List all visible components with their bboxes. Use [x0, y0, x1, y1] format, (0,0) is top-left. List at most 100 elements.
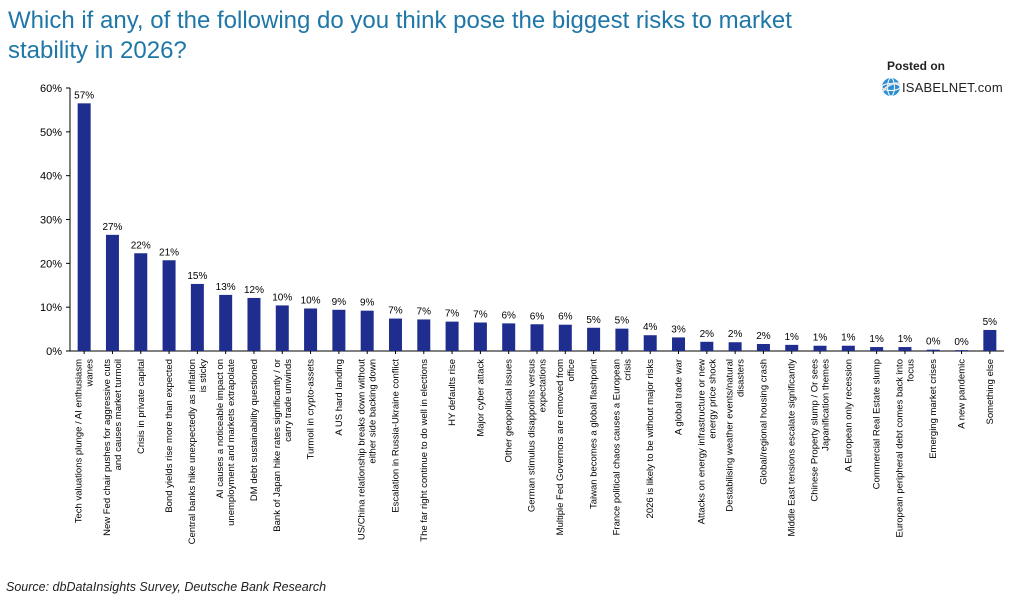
bar-data-label: 7%	[417, 306, 432, 317]
x-category-label: Other geopolitical issues	[504, 359, 515, 463]
x-category-label: HY defaults rise	[447, 359, 458, 426]
bar-data-label: 6%	[558, 312, 573, 323]
bar	[898, 347, 912, 351]
bar-data-label: 1%	[785, 332, 800, 343]
bar	[360, 310, 374, 351]
x-category-label: Tech valuations plunge / AI enthusiasmwa…	[74, 359, 96, 523]
bar	[417, 319, 431, 351]
bar	[162, 260, 176, 351]
bar-data-label: 22%	[131, 240, 151, 251]
x-category-label: German stimulus disappoints versusexpect…	[527, 359, 549, 512]
bar-data-label: 5%	[586, 315, 601, 326]
y-tick-label: 10%	[40, 302, 62, 314]
bar	[134, 253, 148, 351]
bar-data-label: 6%	[530, 311, 545, 322]
bar-data-label: 1%	[869, 334, 884, 345]
bar	[643, 335, 657, 351]
bar	[558, 324, 572, 351]
bar	[77, 103, 91, 351]
x-category-label: Turmoil in crypto-assets	[306, 359, 317, 460]
bar-data-label: 13%	[216, 282, 236, 293]
bar	[247, 297, 261, 351]
bar-data-label: 7%	[388, 306, 403, 317]
bar-data-label: 3%	[671, 324, 686, 335]
x-category-label: Central banks hike unexpectedly as infla…	[187, 359, 209, 545]
x-category-label: Commercial Real Estate slump	[872, 359, 883, 489]
brand-name: ISABELNET.com	[902, 79, 1003, 95]
bar	[813, 345, 827, 351]
x-category-label: Escalation in Russia-Ukraine conflict	[390, 359, 401, 513]
bar	[275, 305, 289, 351]
bar-data-label: 5%	[615, 316, 630, 327]
x-category-label: Bond yields rise more than expected	[164, 359, 175, 513]
bar	[587, 327, 601, 351]
bar	[841, 345, 855, 351]
x-category-label: Something else	[985, 359, 996, 424]
x-category-label: Destabilising weather events/naturaldisa…	[725, 359, 747, 512]
x-category-label: Chinese Property slump / Or seesJapanifi…	[810, 359, 832, 502]
y-tick-label: 0%	[46, 346, 62, 358]
bar	[502, 323, 516, 351]
posted-on-label: Posted on	[887, 59, 946, 73]
bar	[785, 344, 799, 351]
chart-title: Which if any, of the following do you th…	[8, 7, 792, 64]
bar	[530, 324, 544, 351]
x-category-label: A global trade war	[674, 359, 685, 435]
y-tick-label: 50%	[40, 127, 62, 139]
bar-data-label: 2%	[756, 331, 771, 342]
x-category-label: A new pandemic	[957, 359, 968, 429]
bar	[445, 321, 459, 351]
bar	[728, 342, 742, 351]
x-category-label: Bank of Japan hike rates significantly /…	[272, 359, 294, 532]
bar	[700, 341, 714, 351]
x-category-label: DM debt sustainability questioned	[249, 359, 260, 501]
bar-data-label: 57%	[74, 90, 94, 101]
bar	[388, 318, 402, 351]
y-tick-label: 20%	[40, 258, 62, 270]
bar	[473, 322, 487, 351]
bar-data-label: 27%	[102, 222, 122, 233]
x-category-label: Multiple Fed Governors are removed fromo…	[555, 359, 577, 535]
bar-data-label: 6%	[501, 310, 516, 321]
bar	[190, 283, 204, 351]
bar-data-label: 0%	[954, 337, 969, 348]
y-tick-label: 60%	[40, 83, 62, 95]
bar-data-label: 10%	[272, 292, 292, 303]
x-category-label: European peripheral debt comes back into…	[894, 359, 916, 538]
bar-data-label: 0%	[926, 337, 941, 348]
x-category-label: US/China relationship breaks down withou…	[357, 359, 379, 540]
bar	[983, 329, 997, 351]
x-category-label: A US hard landing	[334, 359, 345, 436]
source-note: Source: dbDataInsights Survey, Deutsche …	[6, 580, 327, 594]
bar	[219, 294, 233, 351]
x-category-label: Global/regional housing crash	[758, 359, 769, 485]
bar	[672, 337, 686, 351]
bar-data-label: 1%	[813, 333, 828, 344]
bar-data-label: 9%	[332, 297, 347, 308]
x-category-label: New Fed chair pushes for aggressive cuts…	[102, 359, 124, 536]
bar-data-label: 12%	[244, 285, 264, 296]
bar-data-label: 1%	[898, 334, 913, 345]
x-category-label: Crisis in private capital	[136, 359, 147, 454]
y-tick-label: 30%	[40, 215, 62, 227]
bar-data-label: 7%	[445, 309, 460, 320]
bar-data-label: 15%	[187, 271, 207, 282]
globe-icon	[881, 77, 901, 97]
bar-data-label: 2%	[700, 329, 715, 340]
bar	[615, 328, 629, 351]
x-category-label: Middle East tensions escalate significan…	[787, 359, 798, 537]
x-category-label: 2026 is likely to be without major risks	[645, 359, 656, 519]
bar	[304, 308, 318, 351]
x-category-label: Attacks on energy infrastructure or newe…	[696, 359, 718, 525]
bar	[955, 350, 969, 351]
bar	[870, 347, 884, 351]
x-category-label: Taiwan becomes a global flashpoint	[589, 359, 600, 509]
bar	[926, 349, 940, 351]
bar-data-label: 9%	[360, 298, 375, 309]
bar	[105, 234, 119, 351]
x-category-label: AI causes a noticeable impact onunemploy…	[215, 359, 237, 526]
bar-data-label: 1%	[841, 333, 856, 344]
bar-data-label: 10%	[301, 295, 321, 306]
x-category-label: The far right continue to do well in ele…	[419, 359, 430, 542]
